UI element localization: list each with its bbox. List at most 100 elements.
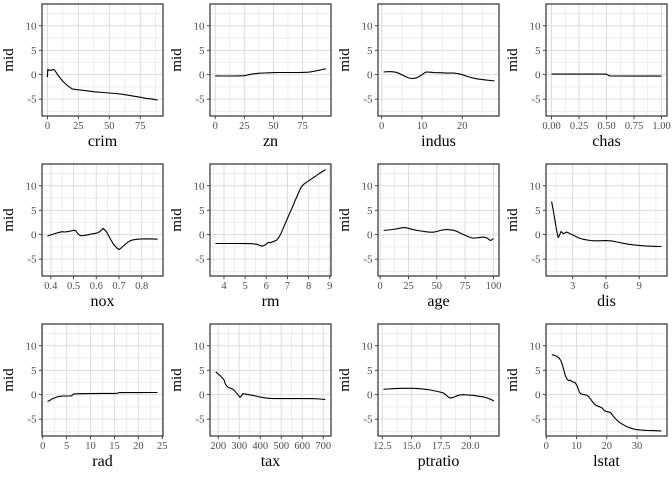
x-tick-label: 9: [327, 281, 332, 292]
y-tick-label: -5: [531, 414, 541, 426]
y-tick-label: 10: [530, 20, 542, 32]
y-axis-title: mid: [505, 48, 521, 72]
y-axis-title: mid: [337, 368, 353, 392]
y-tick-label: -5: [363, 254, 373, 266]
x-tick-label: 0.00: [542, 121, 560, 132]
line-series-crim: [46, 68, 158, 101]
y-tick-label: 10: [530, 340, 542, 352]
y-tick-label: 0: [367, 229, 373, 241]
y-tick-label: 10: [530, 180, 542, 192]
x-tick-label: 75: [460, 281, 471, 292]
panel-background: [546, 164, 667, 276]
y-tick-label: 10: [362, 20, 374, 32]
x-tick-label: 200: [210, 441, 226, 452]
y-axis-title: mid: [1, 48, 17, 72]
y-tick-label: 10: [26, 20, 38, 32]
y-tick-label: 0: [535, 229, 541, 241]
x-tick-label: 5: [64, 441, 69, 452]
x-tick-label: 30: [632, 441, 643, 452]
plot-age: 0 25 50 75 100 -5 0 5 10 age mid: [337, 163, 501, 310]
y-tick-label: -5: [195, 414, 205, 426]
panel-age: 0 25 50 75 100 -5 0 5 10 age mid: [336, 160, 504, 320]
x-tick-label: 15.0: [402, 441, 420, 452]
panel-border: [377, 323, 500, 437]
x-tick-label: 0: [213, 121, 218, 132]
y-tick-label: 5: [535, 45, 541, 57]
x-tick-label: 0.50: [597, 121, 615, 132]
y-tick-label: 5: [199, 365, 205, 377]
x-tick-label: 500: [273, 441, 289, 452]
x-tick-label: 4: [221, 281, 227, 292]
x-tick-label: 0.6: [90, 281, 103, 292]
y-tick-label: -5: [531, 94, 541, 106]
line-series-chas: [551, 73, 662, 77]
x-axis-title: chas: [592, 133, 620, 150]
x-tick-label: 25: [239, 121, 250, 132]
x-tick-label: 50: [268, 121, 279, 132]
y-tick-label: 5: [367, 205, 373, 217]
plot-nox: 0.4 0.5 0.6 0.7 0.8 -5 0 5 10 nox mid: [1, 163, 164, 310]
line-series-rm: [215, 169, 326, 247]
x-axis-title: ptratio: [418, 453, 460, 470]
y-tick-label: -5: [27, 94, 37, 106]
y-tick-label: 5: [199, 45, 205, 57]
x-tick-label: 75: [135, 121, 146, 132]
x-tick-label: 5: [242, 281, 247, 292]
x-tick-label: 0.5: [67, 281, 80, 292]
x-tick-label: 50: [104, 121, 115, 132]
y-tick-label: 10: [26, 340, 38, 352]
x-tick-label: 3: [570, 281, 575, 292]
panel-border: [545, 163, 668, 277]
y-tick-label: 5: [199, 205, 205, 217]
x-tick-label: 600: [294, 441, 310, 452]
x-tick-label: 20: [602, 441, 613, 452]
y-tick-label: -5: [531, 254, 541, 266]
x-axis-title: tax: [261, 453, 281, 470]
x-tick-label: 0.7: [112, 281, 125, 292]
x-tick-label: 17.5: [432, 441, 450, 452]
y-tick-label: -5: [363, 414, 373, 426]
line-series-dis: [551, 201, 662, 248]
y-axis-title: mid: [505, 208, 521, 232]
panel-background: [378, 164, 499, 276]
x-tick-label: 0: [379, 121, 384, 132]
panel-background: [210, 164, 331, 276]
panel-rad: 0 5 10 15 20 25 -5 0 5 10 rad mid: [0, 320, 168, 480]
x-tick-label: 10: [417, 121, 428, 132]
x-tick-label: 0.25: [570, 121, 588, 132]
y-tick-label: -5: [27, 254, 37, 266]
plot-dis: 3 6 9 -5 0 5 10 dis mid: [505, 163, 668, 310]
y-tick-label: 5: [31, 365, 37, 377]
y-axis-title: mid: [337, 208, 353, 232]
y-axis-title: mid: [169, 48, 185, 72]
x-tick-label: 0.8: [135, 281, 148, 292]
panel-ptratio: 12.5 15.0 17.5 20.0 -5 0 5 10 ptratio mid: [336, 320, 504, 480]
y-tick-label: 10: [362, 340, 374, 352]
panel-tax: 200 300 400 500 600 700 -5 0 5 10 tax mid: [168, 320, 336, 480]
x-axis-title: dis: [597, 293, 616, 310]
y-tick-label: -5: [195, 94, 205, 106]
y-tick-label: -5: [195, 254, 205, 266]
x-tick-label: 400: [252, 441, 268, 452]
y-tick-label: 5: [535, 365, 541, 377]
panel-background: [378, 324, 499, 436]
x-tick-label: 20: [457, 121, 468, 132]
x-tick-label: 9: [637, 281, 642, 292]
x-tick-label: 6: [264, 281, 269, 292]
x-tick-label: 300: [231, 441, 247, 452]
x-tick-label: 10: [85, 441, 96, 452]
y-tick-label: 10: [194, 20, 206, 32]
panel-border: [209, 163, 332, 277]
y-tick-label: 5: [31, 45, 37, 57]
x-tick-label: 50: [432, 281, 443, 292]
panel-border: [209, 3, 332, 117]
y-tick-label: 5: [535, 205, 541, 217]
y-tick-label: 0: [199, 69, 205, 81]
y-tick-label: -5: [363, 94, 373, 106]
x-axis-title: crim: [88, 133, 118, 150]
x-tick-label: 6: [603, 281, 608, 292]
y-tick-label: 0: [535, 389, 541, 401]
panel-border: [41, 3, 164, 117]
